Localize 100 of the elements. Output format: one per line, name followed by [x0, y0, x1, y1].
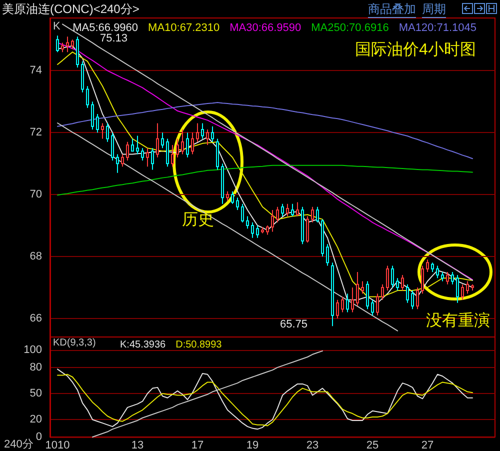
candlestick [391, 265, 394, 288]
y-tick-label: 74 [30, 64, 42, 77]
legend-title: K [53, 20, 61, 32]
candlestick [71, 39, 74, 50]
candlestick [436, 265, 439, 279]
y-tick-label: 66 [30, 312, 42, 324]
candlestick [401, 274, 404, 292]
text: MA120:71.1045 [398, 22, 476, 34]
candlestick [206, 128, 209, 146]
line-series [57, 122, 398, 332]
candlestick [316, 206, 319, 223]
candlestick [321, 218, 324, 257]
candlestick [246, 216, 249, 230]
legend-title: KD(9,3,3) [53, 338, 96, 348]
candlestick [126, 141, 129, 161]
chart-title: 美原油连(CONC)<240分> [2, 2, 140, 16]
candlestick [106, 122, 109, 142]
candlestick [211, 126, 214, 142]
candlestick [166, 138, 169, 168]
candlestick [81, 60, 84, 93]
x-tick-label: 1010 [45, 440, 70, 451]
candlestick [141, 148, 144, 161]
candlestick [331, 262, 334, 327]
candlestick [371, 299, 374, 316]
text: MA10:67.2310 [148, 22, 220, 34]
candlestick [176, 138, 179, 158]
candlestick [76, 36, 79, 68]
text: MA30:66.9590 [230, 22, 302, 34]
y-tick-label: 68 [30, 250, 42, 262]
candlestick [156, 122, 159, 158]
y-tick-label: 100 [24, 344, 42, 356]
candlestick [236, 197, 239, 211]
candlestick [121, 154, 124, 168]
y-tick-label: 72 [30, 126, 42, 139]
text: K:45.3936 [120, 340, 166, 350]
candlestick [466, 280, 469, 294]
line-series [57, 164, 473, 196]
candlestick [61, 42, 64, 53]
candlestick [226, 190, 229, 202]
x-tick-label: 25 [366, 440, 379, 451]
y-tick-label: 50 [30, 388, 42, 400]
candlestick [241, 203, 244, 223]
candlestick [366, 280, 369, 310]
candlestick [56, 35, 59, 53]
candlestick [261, 226, 264, 234]
candlestick [301, 206, 304, 245]
candlestick [431, 262, 434, 272]
candlestick [416, 286, 419, 310]
x-tick-label: 19 [246, 440, 259, 451]
candlestick [381, 284, 384, 300]
candlestick [161, 132, 164, 149]
y-tick-label: 70 [30, 188, 42, 201]
candlestick [356, 271, 359, 307]
candlestick [471, 284, 474, 292]
candlestick [101, 122, 104, 140]
candlestick [336, 299, 339, 319]
candlestick [191, 132, 194, 155]
candlestick [231, 190, 234, 204]
candlestick [456, 274, 459, 304]
candlestick [271, 210, 274, 232]
candlestick [266, 225, 269, 236]
candlestick [276, 206, 279, 223]
candlestick [256, 225, 259, 238]
candlestick [311, 206, 314, 223]
candlestick [186, 132, 189, 158]
candlestick [181, 128, 184, 155]
text: 周期 [422, 2, 446, 16]
annotation: 75.13 [100, 32, 128, 44]
x-axis-title: 240分 [4, 438, 34, 450]
candlestick [421, 265, 424, 294]
candlestick [151, 148, 154, 170]
text: MA250:70.6916 [311, 22, 389, 34]
text: D:50.8993 [176, 340, 222, 350]
candlestick [216, 138, 219, 170]
candlestick [441, 271, 444, 282]
candlestick [86, 86, 89, 108]
candlestick [306, 216, 309, 244]
annotation: 国际油价4小时图 [355, 40, 476, 58]
series-label: MA5:66.9960 [72, 22, 138, 34]
candlestick [281, 203, 284, 217]
candlestick [451, 271, 454, 285]
y-tick-label: 0 [36, 431, 42, 443]
candlestick [296, 202, 299, 217]
candlestick [111, 132, 114, 161]
line-series [92, 350, 323, 438]
candlestick [361, 280, 364, 294]
candlestick [66, 36, 69, 53]
candlestick [341, 296, 344, 313]
candlestick [411, 290, 414, 310]
line-series [57, 102, 473, 160]
x-tick-label: 23 [306, 440, 319, 451]
candlestick [201, 122, 204, 140]
candlestick [116, 154, 119, 174]
candlestick [96, 114, 99, 134]
x-tick-label: 17 [191, 440, 204, 451]
annotation: 没有重演 [426, 312, 490, 330]
x-tick-label: 27 [421, 440, 434, 451]
candlestick [146, 148, 149, 168]
y-tick-label: 20 [30, 414, 42, 426]
candlestick [291, 203, 294, 217]
